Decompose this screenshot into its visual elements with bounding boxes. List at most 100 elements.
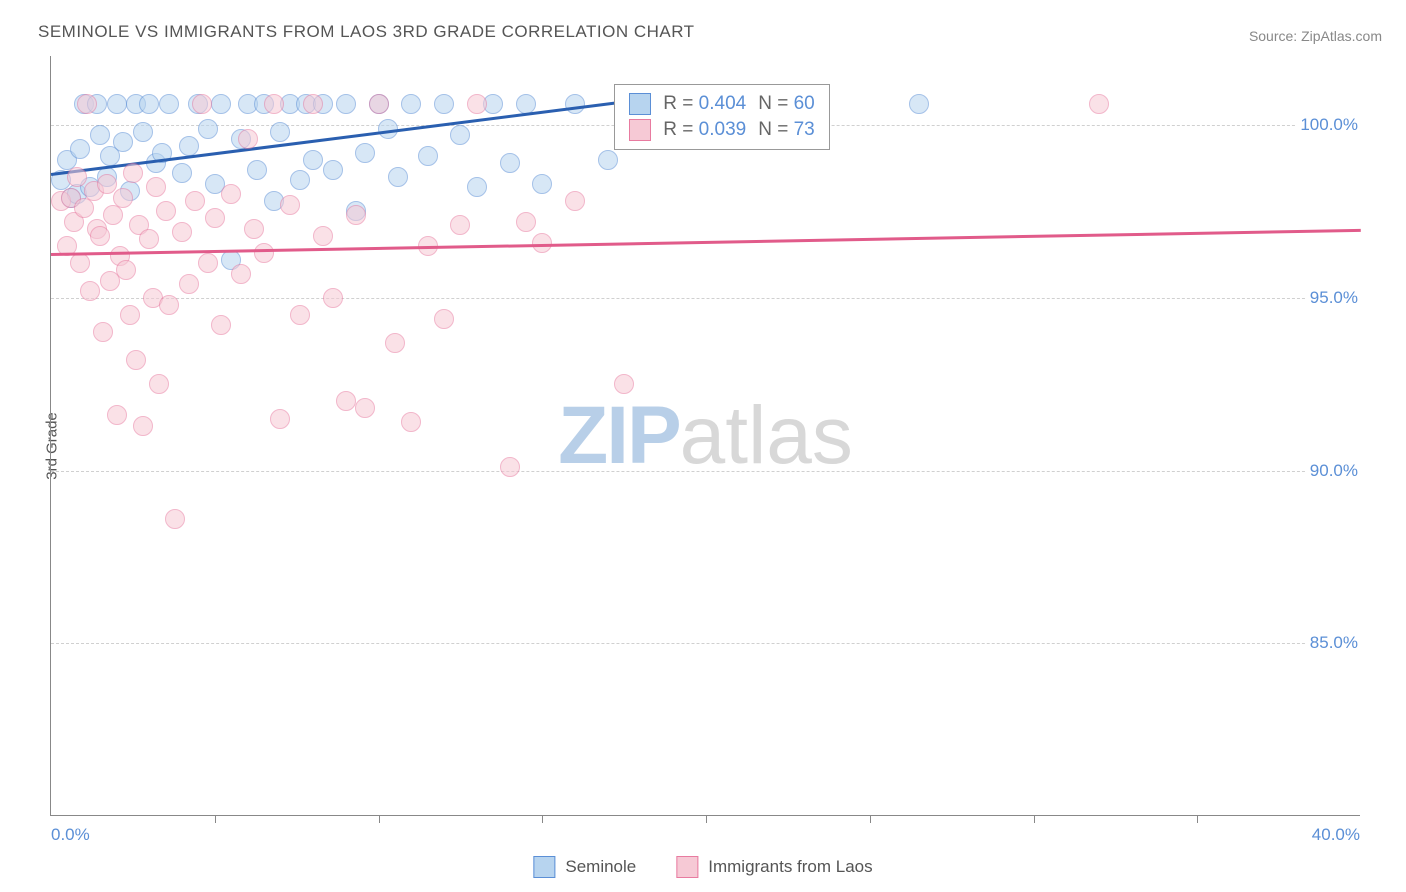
scatter-point [90,226,110,246]
scatter-point [270,122,290,142]
scatter-point [434,94,454,114]
scatter-point [516,212,536,232]
scatter-point [270,409,290,429]
scatter-point [369,94,389,114]
scatter-point [185,191,205,211]
gridline-h [51,471,1360,472]
scatter-point [156,201,176,221]
legend-stats-row: R = 0.404N = 60 [629,91,814,117]
scatter-point [116,260,136,280]
scatter-point [336,94,356,114]
x-tick [870,815,871,823]
scatter-point [149,374,169,394]
scatter-point [80,281,100,301]
scatter-point [280,195,300,215]
scatter-point [290,305,310,325]
scatter-point [355,143,375,163]
scatter-point [565,94,585,114]
scatter-point [254,243,274,263]
scatter-point [172,163,192,183]
scatter-point [159,94,179,114]
scatter-point [159,295,179,315]
n-label: N = 73 [758,119,815,141]
watermark-zip: ZIP [558,390,680,481]
scatter-point [179,274,199,294]
scatter-point [500,153,520,173]
scatter-point [238,129,258,149]
scatter-point [323,160,343,180]
scatter-point [103,205,123,225]
x-tick [706,815,707,823]
scatter-point [123,163,143,183]
scatter-point [500,457,520,477]
scatter-point [93,322,113,342]
scatter-point [211,94,231,114]
legend-swatch [676,856,698,878]
scatter-point [146,177,166,197]
scatter-point [247,160,267,180]
scatter-point [450,215,470,235]
x-tick-label-left: 0.0% [51,825,90,845]
watermark: ZIPatlas [558,389,853,483]
scatter-point [313,226,333,246]
scatter-point [113,188,133,208]
scatter-point [565,191,585,211]
scatter-point [107,405,127,425]
scatter-point [1089,94,1109,114]
gridline-h [51,643,1360,644]
scatter-point [126,350,146,370]
y-tick-label: 90.0% [1306,461,1362,481]
scatter-point [598,150,618,170]
scatter-plot-area: ZIPatlas 85.0%90.0%95.0%100.0%0.0%40.0%R… [50,56,1360,816]
y-tick-label: 95.0% [1306,288,1362,308]
scatter-point [401,412,421,432]
scatter-point [107,94,127,114]
scatter-point [165,509,185,529]
scatter-point [434,309,454,329]
scatter-point [198,253,218,273]
source-attribution: Source: ZipAtlas.com [1249,28,1382,44]
scatter-point [77,94,97,114]
legend-label: Seminole [565,857,636,877]
scatter-point [133,416,153,436]
scatter-point [401,94,421,114]
scatter-point [205,208,225,228]
watermark-atlas: atlas [680,390,853,481]
source-name: ZipAtlas.com [1301,28,1382,44]
scatter-point [385,333,405,353]
x-tick [1034,815,1035,823]
scatter-point [303,150,323,170]
gridline-h [51,298,1360,299]
x-tick [215,815,216,823]
legend-label: Immigrants from Laos [708,857,872,877]
scatter-point [336,391,356,411]
legend-item: Seminole [533,856,636,878]
scatter-point [388,167,408,187]
scatter-point [198,119,218,139]
scatter-point [909,94,929,114]
scatter-point [139,229,159,249]
scatter-point [70,139,90,159]
scatter-point [532,174,552,194]
scatter-point [97,174,117,194]
scatter-point [355,398,375,418]
chart-title: SEMINOLE VS IMMIGRANTS FROM LAOS 3RD GRA… [38,22,695,42]
scatter-point [192,94,212,114]
legend-stats-row: R = 0.039N = 73 [629,117,814,143]
scatter-point [303,94,323,114]
r-label: R = 0.404 [663,93,746,115]
scatter-point [418,146,438,166]
scatter-point [90,125,110,145]
scatter-point [74,198,94,218]
scatter-point [67,167,87,187]
y-tick-label: 85.0% [1306,633,1362,653]
scatter-point [244,219,264,239]
legend-swatch [533,856,555,878]
legend-bottom: Seminole Immigrants from Laos [533,856,872,878]
scatter-point [113,132,133,152]
y-tick-label: 100.0% [1296,115,1362,135]
scatter-point [221,184,241,204]
legend-stats-box: R = 0.404N = 60R = 0.039N = 73 [614,84,829,150]
scatter-point [172,222,192,242]
scatter-point [179,136,199,156]
